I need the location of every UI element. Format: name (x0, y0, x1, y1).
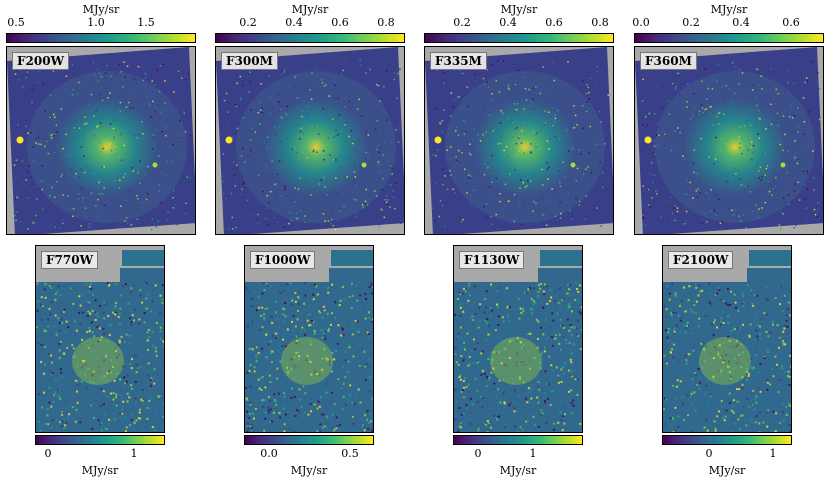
colorbar-tick: 0.4 (285, 16, 303, 29)
colorbar-unit-label: MJy/sr (708, 464, 746, 477)
colorbar-tick: 1 (769, 447, 777, 460)
filter-label: F2100W (668, 251, 734, 269)
galaxy-image (7, 47, 195, 234)
colorbar-tick: 0.2 (239, 16, 257, 29)
filter-label: F335M (430, 52, 487, 70)
colorbar (424, 33, 614, 43)
colorbar-unit-label: MJy/sr (500, 3, 538, 16)
colorbar (35, 435, 165, 445)
colorbar-unit-label: MJy/sr (290, 464, 328, 477)
image-frame: F300M (215, 46, 405, 235)
image-frame: F200W (6, 46, 196, 235)
colorbar (634, 33, 824, 43)
colorbar-tick: 1 (130, 447, 138, 460)
galaxy-image (635, 47, 823, 234)
colorbar-unit-label: MJy/sr (81, 464, 119, 477)
filter-label: F360M (640, 52, 697, 70)
colorbar (453, 435, 583, 445)
filter-label: F1130W (459, 251, 525, 269)
filter-label: F300M (221, 52, 278, 70)
image-frame: F2100W (662, 245, 792, 433)
colorbar-tick: 0.6 (545, 16, 563, 29)
colorbar-unit-label: MJy/sr (291, 3, 329, 16)
colorbar-tick: 0.5 (341, 447, 359, 460)
colorbar-tick: 0.8 (591, 16, 609, 29)
galaxy-image (216, 47, 404, 234)
colorbar (662, 435, 792, 445)
galaxy-image (245, 250, 373, 432)
colorbar-unit-label: MJy/sr (82, 3, 120, 16)
colorbar-tick: 1 (529, 447, 537, 460)
image-frame: F770W (35, 245, 165, 433)
galaxy-image (663, 250, 791, 432)
colorbar-tick: 0.6 (331, 16, 349, 29)
filter-label: F770W (41, 251, 99, 269)
filter-label: F200W (12, 52, 70, 70)
colorbar (244, 435, 374, 445)
colorbar-tick: 0 (705, 447, 713, 460)
colorbar-tick: 0.4 (499, 16, 517, 29)
colorbar-tick: 0.0 (260, 447, 278, 460)
galaxy-image (36, 250, 164, 432)
colorbar-tick: 0.2 (682, 16, 700, 29)
colorbar-tick: 0.0 (632, 16, 650, 29)
colorbar (6, 33, 196, 43)
image-frame: F1130W (453, 245, 583, 433)
galaxy-image (454, 250, 582, 432)
image-frame: F1000W (244, 245, 374, 433)
colorbar-unit-label: MJy/sr (710, 3, 748, 16)
colorbar-tick: 0 (44, 447, 52, 460)
image-frame: F335M (424, 46, 614, 235)
colorbar-tick: 0.5 (7, 16, 25, 29)
colorbar-tick: 1.0 (87, 16, 105, 29)
colorbar-tick: 0.8 (377, 16, 395, 29)
colorbar-unit-label: MJy/sr (499, 464, 537, 477)
galaxy-image (425, 47, 613, 234)
colorbar-tick: 0.6 (782, 16, 800, 29)
colorbar (215, 33, 405, 43)
colorbar-tick: 1.5 (137, 16, 155, 29)
colorbar-tick: 0.4 (732, 16, 750, 29)
image-frame: F360M (634, 46, 824, 235)
colorbar-tick: 0 (474, 447, 482, 460)
colorbar-tick: 0.2 (453, 16, 471, 29)
filter-label: F1000W (250, 251, 316, 269)
